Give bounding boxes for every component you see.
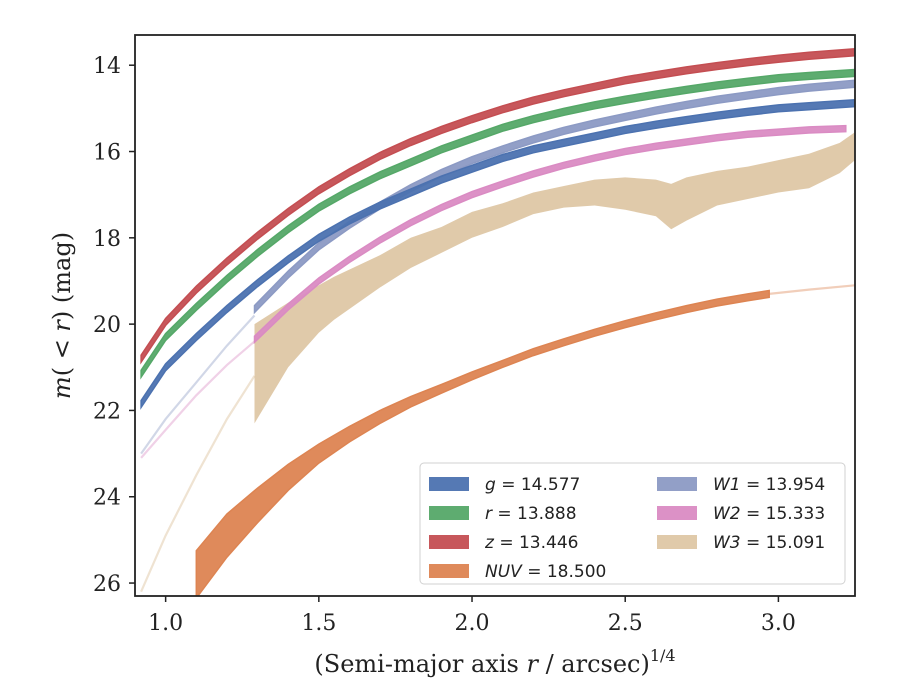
y-tick-label: 20 [93, 313, 121, 338]
legend-entry-w1: W1 = 13.954 [713, 475, 825, 495]
legend-swatch [657, 477, 697, 491]
y-tick-label: 18 [93, 227, 121, 252]
y-axis: 14 16 18 20 22 24 26 [93, 54, 135, 597]
x-tick-label: 2.5 [608, 611, 643, 636]
legend: g = 14.577 r = 13.888 z = 13.446 NUV = 18.5… [419, 462, 846, 585]
series-g-band [140, 98, 855, 410]
legend-swatch [429, 477, 469, 491]
legend-swatch [657, 506, 697, 520]
series-r-band [140, 68, 855, 380]
legend-entry-nuv: NUV = 18.500 [485, 562, 606, 582]
y-tick-label: 26 [93, 572, 121, 597]
legend-swatch [429, 506, 469, 520]
series-nuv-band [195, 289, 770, 596]
plot-frame [134, 34, 856, 597]
y-tick-label: 24 [93, 486, 121, 511]
series-w3-extension [140, 375, 256, 593]
legend-entry-z: z = 13.446 [484, 533, 578, 553]
legend-swatch [657, 535, 697, 549]
x-tick-label: 3.0 [761, 611, 796, 636]
x-tick-label: 1.5 [301, 611, 336, 636]
legend-entry-g: g = 14.577 [485, 475, 580, 495]
y-tick-label: 14 [93, 54, 121, 79]
legend-entry-w2: W2 = 15.333 [713, 504, 825, 524]
x-axis-title: (Semi-major axis r / arcsec)1/4 [314, 646, 675, 678]
legend-entry-w3: W3 = 15.091 [713, 533, 825, 553]
y-axis-title: m( < r) (mag) [48, 232, 76, 399]
legend-box [419, 462, 846, 585]
legend-swatch [429, 564, 469, 578]
x-tick-label: 1.0 [148, 611, 183, 636]
plot-area [140, 48, 855, 596]
x-tick-label: 2.0 [455, 611, 490, 636]
y-tick-label: 16 [93, 141, 121, 166]
series-w1-extension [140, 314, 256, 455]
legend-entry-r: r = 13.888 [485, 504, 577, 524]
x-axis: 1.0 1.5 2.0 2.5 3.0 [148, 596, 796, 636]
series-z-band [140, 48, 855, 365]
series-w2-extension [140, 340, 256, 459]
y-tick-label: 22 [93, 399, 121, 424]
legend-swatch [429, 535, 469, 549]
series-w3-band [254, 132, 855, 424]
series-w2-band [253, 124, 847, 345]
series-nuv-extension [769, 284, 855, 295]
